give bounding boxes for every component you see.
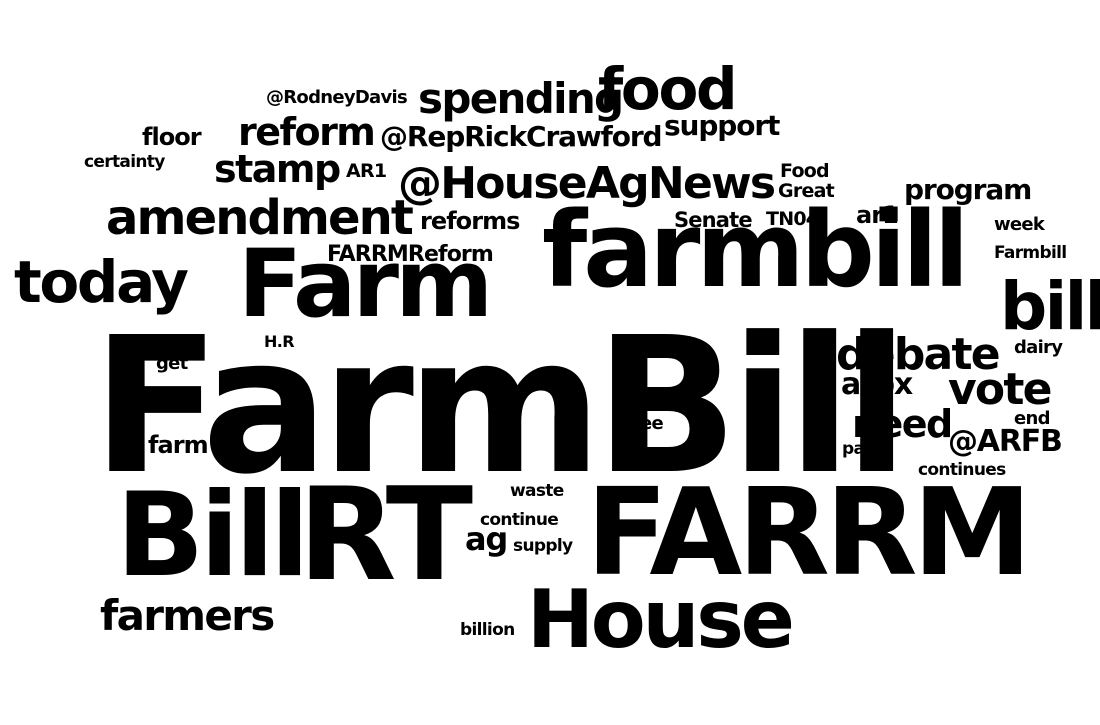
word-farmbill-big: FarmBill (92, 297, 909, 516)
word-stamp: stamp (214, 147, 341, 191)
word-pass: pass (842, 439, 884, 459)
word-great: Great (778, 180, 835, 202)
word-week: week (994, 214, 1045, 235)
word-certainty: certainty (84, 152, 165, 172)
word-ag: ag (465, 520, 508, 558)
word-house: House (527, 573, 795, 666)
word-waste: waste (510, 481, 564, 501)
word-spending: spending (418, 74, 624, 123)
word-continues: continues (918, 460, 1006, 480)
word-program: program (904, 173, 1032, 206)
word-farrm-reform: FARRMReform (327, 242, 494, 267)
word-farm-cap: Farm (238, 230, 493, 339)
word-amendment: amendment (106, 190, 414, 246)
word-farmbill-lower: farmbill (542, 189, 969, 311)
word-farrm: FARRM (586, 464, 1032, 603)
word-continue: continue (480, 510, 559, 530)
word-reforms: reforms (420, 207, 520, 235)
word-arpx: arpx (841, 367, 913, 402)
word-arfb: @ARFB (948, 424, 1063, 459)
word-see: see (630, 413, 664, 434)
word-supply: supply (513, 536, 573, 556)
word-tn04: TN04 (766, 208, 819, 230)
word-get: get (156, 353, 188, 374)
word-senate: Senate (674, 208, 753, 232)
word-end: end (1014, 408, 1050, 429)
word-floor: floor (142, 123, 202, 151)
word-farm: farm (148, 431, 209, 459)
word-support: support (664, 109, 780, 142)
word-debate: debate (836, 329, 1001, 380)
word-bill-caps: Bill (116, 468, 310, 603)
word-rep-rick-crawford: @RepRickCrawford (380, 120, 663, 153)
word-ar1: ar1 (856, 201, 899, 229)
word-farmers: farmers (100, 591, 275, 640)
word-bill: bill (1000, 268, 1100, 345)
word-rodney-davis: @RodneyDavis (266, 87, 408, 108)
word-house-ag-news: @HouseAgNews (398, 158, 776, 209)
word-food-cap: Food (780, 160, 830, 182)
word-today: today (14, 248, 189, 316)
word-vote: vote (948, 364, 1053, 415)
word-reform: reform (238, 110, 376, 154)
word-farmbill-cap: Farmbill (994, 243, 1067, 263)
word-billion: billion (460, 620, 515, 640)
word-ar1-caps: AR1 (346, 160, 387, 182)
word-dairy: dairy (1014, 337, 1063, 358)
word-food: food (598, 55, 737, 123)
word-rt: RT (298, 461, 473, 610)
word-hr: H.R (264, 332, 295, 351)
word-need: need (852, 402, 953, 446)
